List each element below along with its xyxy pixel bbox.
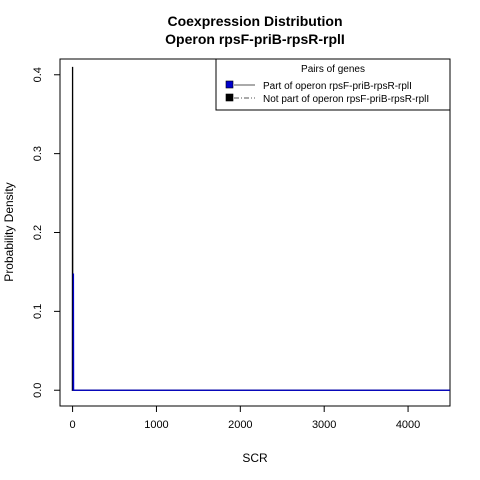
y-axis-ticks: 0.0 0.1 0.2 0.3 0.4	[32, 67, 60, 398]
x-axis-ticks: 0 1000 2000 3000 4000	[70, 406, 420, 431]
y-tick-label: 0.4	[32, 67, 44, 82]
legend-entry-label: Not part of operon rpsF-priB-rpsR-rplI	[263, 94, 429, 105]
y-tick-label: 0.2	[32, 225, 44, 240]
x-tick-label: 2000	[228, 419, 252, 431]
x-tick-label: 1000	[144, 419, 168, 431]
x-tick-label: 0	[70, 419, 76, 431]
y-tick-label: 0.0	[32, 383, 44, 398]
legend-swatch	[225, 80, 234, 89]
legend: Pairs of genes Part of operon rpsF-priB-…	[215, 58, 451, 111]
legend-box	[215, 58, 451, 111]
x-axis-label: SCR	[242, 451, 268, 465]
y-tick-label: 0.1	[32, 304, 44, 319]
plot-frame	[59, 58, 451, 407]
series-line-not-part-of-operon	[71, 66, 450, 391]
chart-title-line-2: Operon rpsF-priB-rpsR-rplI	[165, 31, 345, 47]
y-axis-label: Probability Density	[2, 182, 16, 281]
series-layer	[71, 66, 450, 391]
legend-entry-label: Part of operon rpsF-priB-rpsR-rplI	[263, 81, 412, 92]
series-line-part-of-operon	[72, 273, 450, 391]
chart-title-line-1: Coexpression Distribution	[167, 13, 342, 29]
legend-swatch	[225, 93, 234, 102]
legend-entries: Part of operon rpsF-priB-rpsR-rplI Not pa…	[225, 80, 429, 105]
legend-title: Pairs of genes	[301, 64, 365, 75]
x-tick-label: 4000	[396, 419, 420, 431]
y-tick-label: 0.3	[32, 146, 44, 161]
x-tick-label: 3000	[312, 419, 336, 431]
